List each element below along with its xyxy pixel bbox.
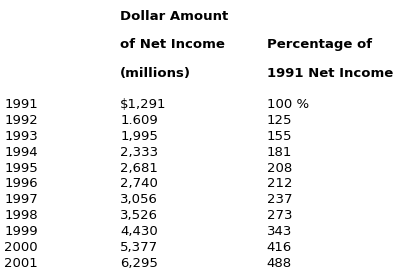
Text: 4,430: 4,430 — [120, 225, 158, 238]
Text: 181: 181 — [267, 146, 292, 159]
Text: 488: 488 — [267, 257, 292, 270]
Text: 100 %: 100 % — [267, 98, 309, 111]
Text: 1998: 1998 — [4, 209, 38, 222]
Text: 3,526: 3,526 — [120, 209, 158, 222]
Text: 1994: 1994 — [4, 146, 38, 159]
Text: 237: 237 — [267, 193, 292, 206]
Text: 1991: 1991 — [4, 98, 38, 111]
Text: 1996: 1996 — [4, 177, 38, 191]
Text: Dollar Amount: Dollar Amount — [120, 10, 228, 23]
Text: 2001: 2001 — [4, 257, 38, 270]
Text: 2,333: 2,333 — [120, 146, 158, 159]
Text: 1997: 1997 — [4, 193, 38, 206]
Text: 1.609: 1.609 — [120, 114, 158, 127]
Text: 155: 155 — [267, 130, 292, 143]
Text: 2000: 2000 — [4, 241, 38, 254]
Text: 1995: 1995 — [4, 162, 38, 175]
Text: 416: 416 — [267, 241, 292, 254]
Text: 2,681: 2,681 — [120, 162, 158, 175]
Text: 6,295: 6,295 — [120, 257, 158, 270]
Text: 208: 208 — [267, 162, 292, 175]
Text: 3,056: 3,056 — [120, 193, 158, 206]
Text: 2,740: 2,740 — [120, 177, 158, 191]
Text: (millions): (millions) — [120, 67, 191, 80]
Text: 1992: 1992 — [4, 114, 38, 127]
Text: 1993: 1993 — [4, 130, 38, 143]
Text: of Net Income: of Net Income — [120, 38, 225, 51]
Text: 212: 212 — [267, 177, 292, 191]
Text: 1991 Net Income: 1991 Net Income — [267, 67, 393, 80]
Text: Percentage of: Percentage of — [267, 38, 372, 51]
Text: 273: 273 — [267, 209, 292, 222]
Text: 1,995: 1,995 — [120, 130, 158, 143]
Text: 5,377: 5,377 — [120, 241, 158, 254]
Text: $1,291: $1,291 — [120, 98, 166, 111]
Text: 343: 343 — [267, 225, 292, 238]
Text: 1999: 1999 — [4, 225, 38, 238]
Text: 125: 125 — [267, 114, 292, 127]
